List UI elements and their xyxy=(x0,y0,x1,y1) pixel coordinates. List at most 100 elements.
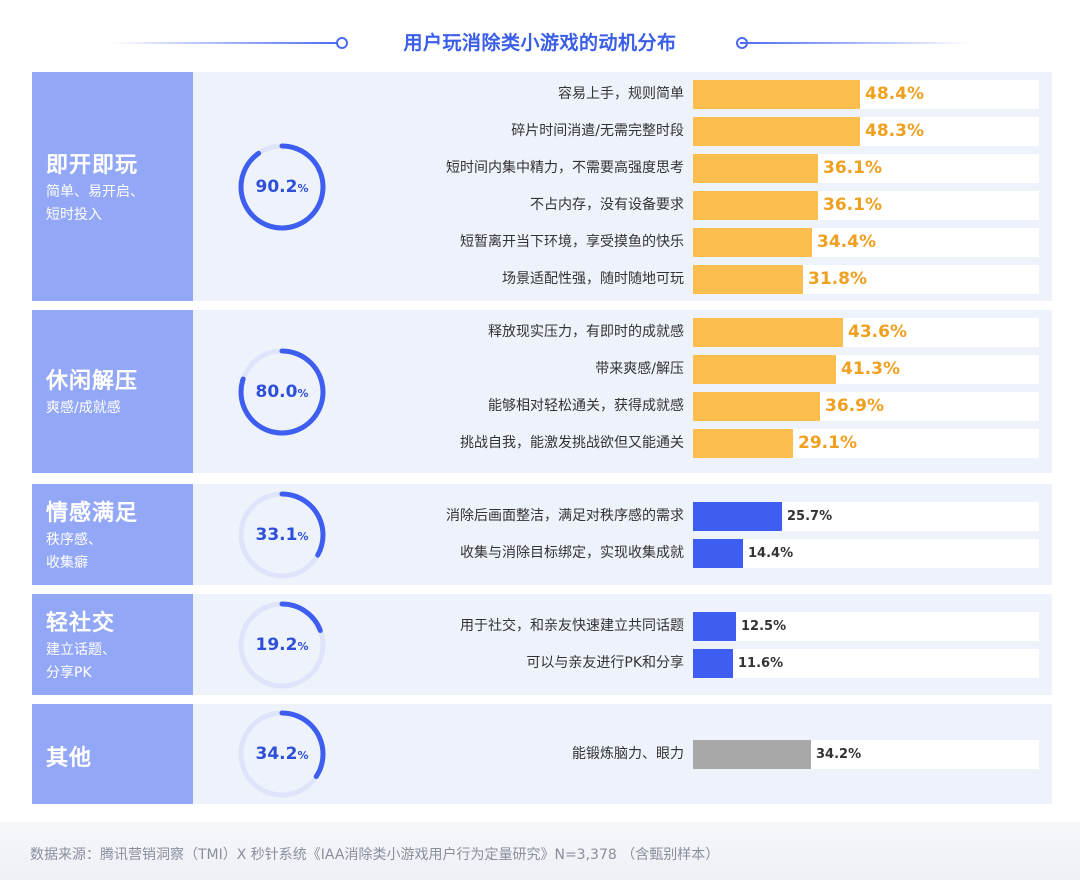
ring-value: 19.2% xyxy=(236,599,328,691)
bar-track: 36.1% xyxy=(693,191,1039,220)
group-label-panel: 情感满足秩序感、 收集癖 xyxy=(32,484,193,585)
motive-group: 其他 34.2% 能锻炼脑力、眼力 34.2% xyxy=(32,704,1052,804)
ring-value-number: 33.1 xyxy=(255,525,298,545)
bar xyxy=(693,392,820,421)
ring-progress-arc xyxy=(238,491,326,579)
bar-value-label: 11.6% xyxy=(738,656,784,671)
ring-value-number: 34.2 xyxy=(255,744,298,764)
footer: 数据来源：腾讯营销洞察（TMI）X 秒针系统《IAA消除类小游戏用户行为定量研究… xyxy=(0,822,1080,880)
group-label-panel: 即开即玩 简单、易开启、 短时投入 xyxy=(32,72,193,301)
bar xyxy=(693,649,733,678)
ring-svg xyxy=(238,710,326,798)
bar-value-label: 34.4% xyxy=(817,232,876,252)
bar-track: 36.1% xyxy=(693,154,1039,183)
group-label-panel: 轻社交 建立话题、 分享PK xyxy=(32,594,193,695)
ring-svg xyxy=(238,143,326,231)
ring-value-number: 19.2 xyxy=(255,635,298,655)
bar-row: 收集与消除目标绑定，实现收集成就 14.4% xyxy=(32,539,1052,568)
bar xyxy=(693,502,782,531)
bar-label: 消除后画面整洁，满足对秩序感的需求 xyxy=(446,508,684,524)
bar-label: 容易上手，规则简单 xyxy=(558,86,684,102)
source-note: 数据来源：腾讯营销洞察（TMI）X 秒针系统《IAA消除类小游戏用户行为定量研究… xyxy=(30,847,720,863)
bar-row: 带来爽感/解压 41.3% xyxy=(32,355,1052,384)
bar-label: 短时间内集中精力，不需要高强度思考 xyxy=(446,160,684,176)
bar xyxy=(693,117,860,146)
ring-value-unit: % xyxy=(297,530,309,543)
bar-value-label: 48.4% xyxy=(865,84,924,104)
bar-row: 释放现实压力，有即时的成就感 43.6% xyxy=(32,318,1052,347)
bar-value-label: 14.4% xyxy=(748,546,794,561)
bar xyxy=(693,318,843,347)
bar xyxy=(693,265,803,294)
bar-label: 不占内存，没有设备要求 xyxy=(530,197,684,213)
bar-value-label: 36.1% xyxy=(823,158,882,178)
title-decor-dot-left xyxy=(336,37,348,49)
motive-group: 即开即玩 简单、易开启、 短时投入 90.2% 容易上手，规则简单 48.4% 碎片时间消… xyxy=(32,72,1052,301)
bar-track: 12.5% xyxy=(693,612,1039,641)
bar-row: 用于社交，和亲友快速建立共同话题 12.5% xyxy=(32,612,1052,641)
bar-row: 碎片时间消遣/无需完整时段 48.3% xyxy=(32,117,1052,146)
bar xyxy=(693,191,818,220)
bar-track: 25.7% xyxy=(693,502,1039,531)
bar xyxy=(693,80,860,109)
bar-row: 容易上手，规则简单 48.4% xyxy=(32,80,1052,109)
group-description: 爽感/成就感 xyxy=(46,400,121,416)
bar-row: 场景适配性强，随时随地可玩 31.8% xyxy=(32,265,1052,294)
ring-value-number: 80.0 xyxy=(255,382,298,402)
bar-track: 34.2% xyxy=(693,740,1039,769)
bar-label: 挑战自我，能激发挑战欲但又能通关 xyxy=(460,435,684,451)
bar xyxy=(693,228,812,257)
ring-svg xyxy=(238,491,326,579)
bar-value-label: 43.6% xyxy=(848,322,907,342)
bar-track: 14.4% xyxy=(693,539,1039,568)
bar-value-label: 31.8% xyxy=(808,269,867,289)
group-name: 轻社交 xyxy=(46,611,116,636)
bar-value-label: 48.3% xyxy=(865,121,924,141)
ring-value-unit: % xyxy=(297,387,309,400)
bar-row: 短暂离开当下环境，享受摸鱼的快乐 34.4% xyxy=(32,228,1052,257)
bar-label: 用于社交，和亲友快速建立共同话题 xyxy=(460,618,684,634)
bar-label: 收集与消除目标绑定，实现收集成就 xyxy=(460,545,684,561)
bar-value-label: 34.2% xyxy=(816,747,862,762)
bar-label: 带来爽感/解压 xyxy=(595,361,684,377)
bar xyxy=(693,740,811,769)
group-description: 秩序感、 收集癖 xyxy=(46,532,102,571)
ring-progress-arc xyxy=(238,348,326,436)
ring-value-unit: % xyxy=(297,749,309,762)
ring-value: 34.2% xyxy=(236,708,328,800)
group-total-ring: 33.1% xyxy=(236,489,328,581)
bar-label: 可以与亲友进行PK和分享 xyxy=(526,655,684,671)
bar-row: 能够相对轻松通关，获得成就感 36.9% xyxy=(32,392,1052,421)
bar-row: 消除后画面整洁，满足对秩序感的需求 25.7% xyxy=(32,502,1052,531)
ring-progress-arc xyxy=(238,143,326,231)
bar-label: 场景适配性强，随时随地可玩 xyxy=(502,271,684,287)
ring-value: 80.0% xyxy=(236,346,328,438)
ring-value: 90.2% xyxy=(236,141,328,233)
bar-track: 41.3% xyxy=(693,355,1039,384)
group-label-panel: 休闲解压 爽感/成就感 xyxy=(32,310,193,473)
ring-svg xyxy=(238,601,326,689)
bar-label: 碎片时间消遣/无需完整时段 xyxy=(511,123,684,139)
bar-value-label: 36.1% xyxy=(823,195,882,215)
ring-value-number: 90.2 xyxy=(255,177,298,197)
group-label-panel: 其他 xyxy=(32,704,193,804)
title-decor-line-left xyxy=(110,42,340,44)
bar-track: 34.4% xyxy=(693,228,1039,257)
title-decor-line-right xyxy=(740,42,970,44)
bar xyxy=(693,612,736,641)
ring-value-unit: % xyxy=(297,640,309,653)
chart-title-bar: 用户玩消除类小游戏的动机分布 xyxy=(0,26,1080,60)
bar-track: 48.4% xyxy=(693,80,1039,109)
bar-row: 短时间内集中精力，不需要高强度思考 36.1% xyxy=(32,154,1052,183)
group-total-ring: 19.2% xyxy=(236,599,328,691)
bar-row: 挑战自我，能激发挑战欲但又能通关 29.1% xyxy=(32,429,1052,458)
bar-track: 29.1% xyxy=(693,429,1039,458)
bar-track: 36.9% xyxy=(693,392,1039,421)
motive-group: 轻社交 建立话题、 分享PK 19.2% 用于社交，和亲友快速建立共同话题 12.5% 可… xyxy=(32,594,1052,695)
bar-row: 可以与亲友进行PK和分享 11.6% xyxy=(32,649,1052,678)
bar xyxy=(693,539,743,568)
group-name: 情感满足 xyxy=(46,501,139,526)
ring-value-unit: % xyxy=(297,182,309,195)
bar-track: 48.3% xyxy=(693,117,1039,146)
motive-group: 情感满足秩序感、 收集癖 33.1% 消除后画面整洁，满足对秩序感的需求 25.7% 收… xyxy=(32,484,1052,585)
